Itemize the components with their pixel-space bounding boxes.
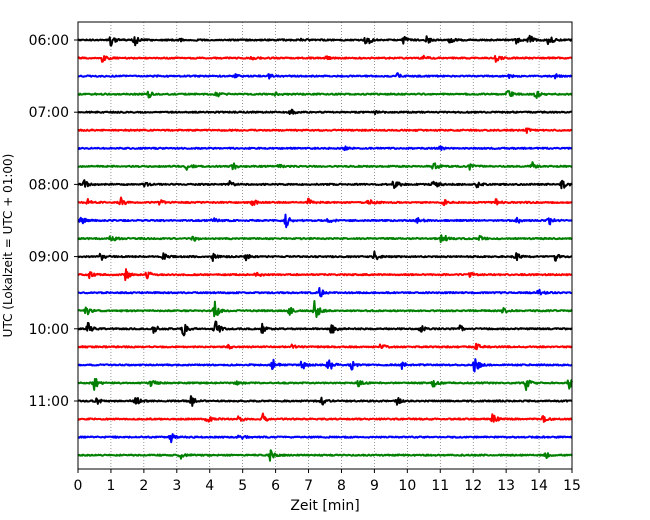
trace-row-0930 bbox=[77, 287, 573, 298]
trace-layer bbox=[77, 34, 573, 462]
trace-row-0615 bbox=[77, 54, 573, 63]
trace-row-0730 bbox=[77, 145, 573, 152]
grid bbox=[110, 22, 540, 469]
y-tick-label-2: 08:00 bbox=[29, 177, 69, 193]
trace-row-1130 bbox=[77, 433, 573, 444]
trace-row-0600 bbox=[77, 34, 573, 47]
x-tick-label-8: 8 bbox=[337, 478, 346, 494]
y-axis-label: UTC (Lokalzeit = UTC + 01:00) bbox=[1, 154, 15, 338]
y-tick-label-1: 07:00 bbox=[29, 105, 69, 121]
y-tick-label-0: 06:00 bbox=[29, 33, 69, 49]
trace-row-0900 bbox=[77, 250, 573, 262]
trace-row-0645 bbox=[77, 90, 573, 99]
x-tick-label-7: 7 bbox=[304, 478, 313, 494]
x-tick-label-5: 5 bbox=[238, 478, 247, 494]
trace-row-1145 bbox=[77, 449, 573, 462]
trace-row-0700 bbox=[77, 108, 573, 116]
x-tick-label-14: 14 bbox=[530, 478, 548, 494]
x-axis-ticks: 0 1 2 3 4 5 6 7 8 9 10 11 12 13 14 15 bbox=[74, 469, 581, 494]
trace-row-0715 bbox=[77, 127, 573, 134]
x-tick-label-15: 15 bbox=[563, 478, 581, 494]
y-tick-label-5: 11:00 bbox=[29, 394, 69, 410]
y-tick-label-4: 10:00 bbox=[29, 322, 69, 338]
trace-row-0630 bbox=[77, 72, 573, 80]
y-tick-label-3: 09:00 bbox=[29, 250, 69, 266]
trace-row-0800 bbox=[77, 179, 573, 190]
trace-row-0745 bbox=[77, 161, 573, 171]
x-tick-label-6: 6 bbox=[271, 478, 280, 494]
trace-row-0845 bbox=[77, 234, 573, 244]
trace-row-1015 bbox=[77, 342, 573, 351]
x-tick-label-12: 12 bbox=[464, 478, 482, 494]
x-tick-label-0: 0 bbox=[74, 478, 83, 494]
trace-row-1045 bbox=[77, 378, 573, 391]
x-tick-label-10: 10 bbox=[398, 478, 416, 494]
x-tick-label-1: 1 bbox=[106, 478, 115, 494]
plot-frame bbox=[77, 21, 573, 470]
trace-row-0945 bbox=[77, 300, 573, 318]
x-tick-label-9: 9 bbox=[370, 478, 379, 494]
trace-row-1115 bbox=[77, 412, 573, 423]
x-tick-label-13: 13 bbox=[497, 478, 515, 494]
x-tick-label-2: 2 bbox=[139, 478, 148, 494]
trace-row-0915 bbox=[77, 268, 573, 282]
x-axis-label: Zeit [min] bbox=[290, 498, 359, 514]
x-tick-label-3: 3 bbox=[172, 478, 181, 494]
trace-row-1000 bbox=[77, 320, 573, 337]
y-axis-ticks: 06:00 07:00 08:00 09:00 10:00 11:00 bbox=[29, 33, 78, 410]
x-tick-label-11: 11 bbox=[431, 478, 449, 494]
x-tick-label-4: 4 bbox=[205, 478, 214, 494]
trace-row-0815 bbox=[77, 196, 573, 207]
trace-row-1100 bbox=[77, 395, 573, 407]
trace-row-1030 bbox=[77, 358, 573, 373]
trace-row-0830 bbox=[77, 213, 573, 229]
